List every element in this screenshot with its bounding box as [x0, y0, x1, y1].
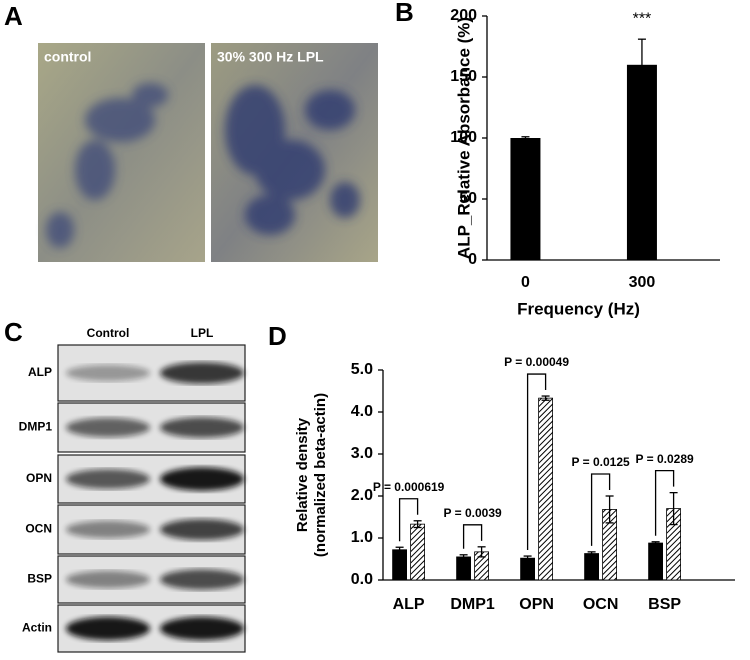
blot-row-label: Actin	[22, 621, 52, 635]
blot-column-label: LPL	[191, 326, 214, 340]
x-tick-label: BSP	[648, 596, 681, 613]
error-bar	[477, 546, 486, 558]
bar	[410, 523, 426, 581]
blot-row-label: DMP1	[19, 420, 53, 434]
blot-band	[66, 570, 150, 589]
comparison-bracket	[398, 498, 419, 542]
micrograph-label: 30% 300 Hz LPL	[217, 49, 324, 65]
error-bar	[651, 541, 660, 545]
bar	[538, 397, 553, 581]
blot-band	[66, 417, 150, 438]
error-bar	[605, 495, 614, 524]
bar	[456, 556, 472, 581]
blot-band	[66, 520, 150, 539]
bar	[626, 64, 657, 260]
blot-column-label: Control	[87, 326, 130, 340]
bar	[520, 557, 535, 581]
panel-label: B	[395, 0, 414, 27]
blot-band	[66, 469, 150, 489]
bar	[392, 549, 408, 581]
error-bar	[521, 136, 530, 140]
y-tick-label: 5.0	[351, 361, 373, 378]
p-value-label: P = 0.000619	[373, 480, 445, 494]
y-axis-title: ALP_Relative Absorbance (%)	[454, 17, 473, 259]
y-axis-title: (normalized beta-actin)	[312, 393, 329, 557]
x-tick-label: DMP1	[450, 596, 495, 613]
error-bar	[459, 554, 468, 560]
micrograph	[211, 43, 378, 262]
error-bar	[669, 491, 678, 526]
p-value-label: P = 0.0039	[444, 506, 502, 520]
y-tick-label: 50	[459, 190, 477, 207]
y-tick-label: 0	[468, 251, 477, 268]
x-tick-label: 0	[521, 274, 530, 291]
p-value-label: P = 0.0289	[636, 452, 694, 466]
bar	[648, 542, 663, 581]
y-tick-label: 0.0	[351, 571, 373, 588]
error-bar	[541, 395, 550, 401]
panel-label: C	[4, 317, 23, 347]
error-bar	[395, 546, 404, 553]
y-tick-label: 2.0	[351, 487, 373, 504]
micrograph-label: control	[44, 49, 91, 65]
y-tick-label: 1.0	[351, 529, 373, 546]
blot-band	[66, 616, 150, 641]
y-tick-label: 100	[450, 129, 477, 146]
blot-band	[160, 569, 244, 590]
error-bar	[587, 551, 596, 556]
y-axis-title: Relative density	[294, 417, 311, 532]
y-tick-label: 4.0	[351, 403, 373, 420]
comparison-bracket	[526, 373, 547, 551]
blot-row-label: ALP	[28, 365, 52, 379]
western-blot: ALP DMP1 OPN OCN BSP Actin	[19, 344, 246, 653]
blot-band	[66, 364, 150, 382]
bar	[584, 553, 599, 581]
y-tick-label: 3.0	[351, 445, 373, 462]
x-tick-label: 300	[629, 274, 656, 291]
comparison-bracket	[590, 473, 611, 546]
comparison-bracket	[654, 469, 675, 536]
blot-band	[160, 519, 244, 540]
panel-label: D	[268, 321, 287, 351]
blot-band	[160, 467, 244, 491]
x-tick-label: OCN	[583, 596, 619, 613]
error-bar	[523, 555, 532, 561]
error-bar	[413, 520, 422, 529]
blot-row-label: BSP	[27, 572, 52, 586]
y-tick-label: 200	[450, 7, 477, 24]
x-axis-title: Frequency (Hz)	[517, 299, 640, 318]
y-tick-label: 150	[450, 68, 477, 85]
p-value-label: P = 0.0125	[572, 455, 630, 469]
bar	[510, 138, 541, 260]
comparison-bracket	[462, 524, 483, 549]
blot-row-label: OPN	[26, 471, 52, 485]
panel-label: A	[4, 1, 23, 31]
blot-band	[160, 616, 244, 641]
x-tick-label: ALP	[393, 596, 425, 613]
p-value-label: P = 0.00049	[504, 355, 569, 369]
blot-row-label: OCN	[25, 522, 52, 536]
blot-band	[160, 362, 244, 384]
micrograph	[38, 43, 205, 262]
significance-label: ***	[633, 10, 652, 27]
error-bar	[637, 38, 646, 92]
x-tick-label: OPN	[519, 596, 554, 613]
blot-band	[160, 417, 244, 438]
